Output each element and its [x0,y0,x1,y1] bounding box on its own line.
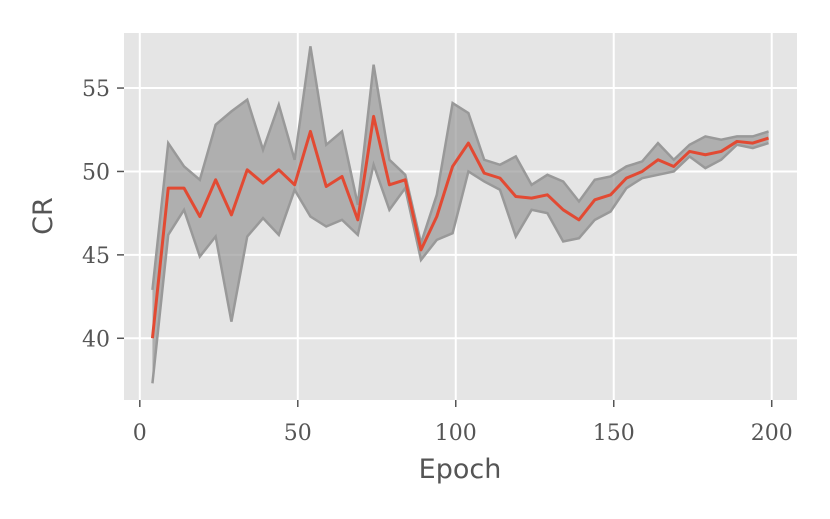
x-tick-label: 100 [435,421,477,446]
band-edge [151,141,769,384]
y-tick-label: 45 [82,244,110,269]
y-tick-label: 55 [82,77,110,102]
x-tick-label: 0 [133,421,147,446]
x-tick-label: 200 [751,421,793,446]
y-tick-label: 40 [82,327,110,352]
y-tick-label: 50 [82,160,110,185]
band-edge [151,46,769,291]
marks [150,46,770,384]
band-fill [152,46,769,384]
y-axis-label: CR [28,197,59,235]
line [150,114,770,339]
x-tick-label: 50 [284,421,312,446]
x-axis-label: Epoch [419,454,502,485]
x-tick-label: 150 [593,421,635,446]
